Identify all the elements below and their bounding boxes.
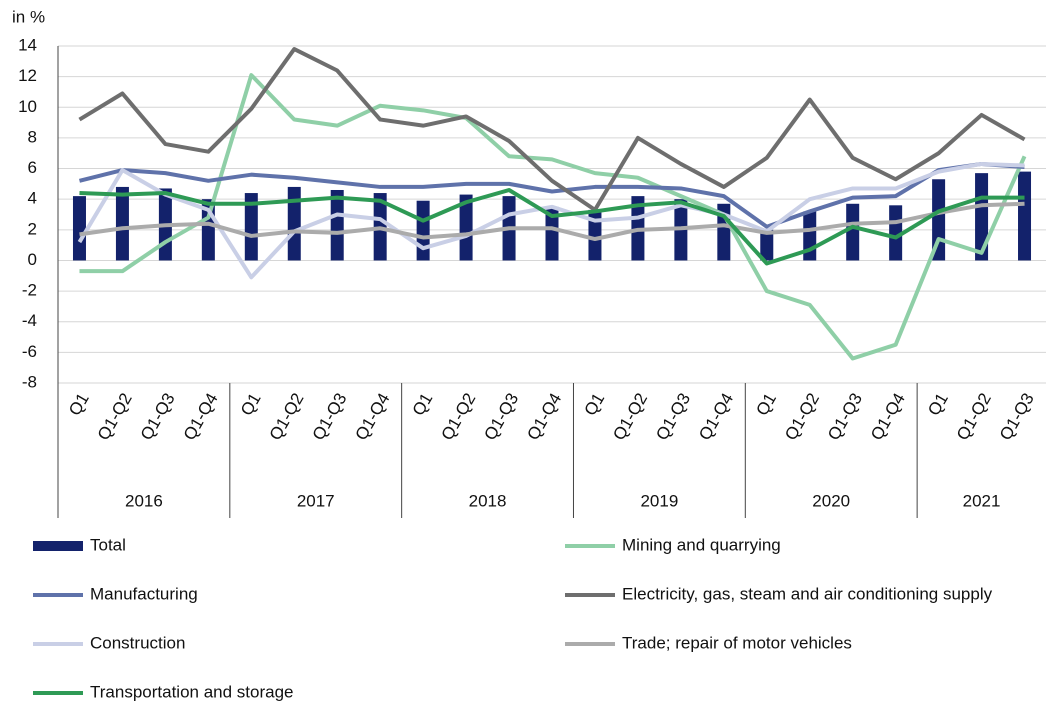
y-tick-label: -6 xyxy=(22,342,37,361)
legend-label: Mining and quarrying xyxy=(622,535,781,554)
y-tick-label: -2 xyxy=(22,281,37,300)
line xyxy=(78,161,1025,229)
x-tick-label: Q1 xyxy=(409,390,437,419)
bar xyxy=(846,203,860,261)
y-axis-label: in % xyxy=(12,7,45,26)
y-tick-label: -4 xyxy=(22,311,37,330)
x-tick-label: Q1-Q3 xyxy=(996,390,1038,444)
x-tick-label: Q1-Q3 xyxy=(824,390,866,444)
x-tick-label: Q1 xyxy=(581,390,609,419)
x-tick-label: Q1-Q4 xyxy=(180,390,222,444)
bar xyxy=(889,205,903,261)
x-tick-label: Q1-Q2 xyxy=(609,390,651,444)
y-tick-label: 8 xyxy=(28,127,37,146)
y-tick-label: 6 xyxy=(28,158,37,177)
bar xyxy=(416,200,430,261)
group-label: 2018 xyxy=(469,491,507,510)
bar xyxy=(244,193,258,261)
x-tick-label: Q1 xyxy=(924,390,952,419)
x-tick-label: Q1-Q2 xyxy=(94,390,136,444)
legend-label: Total xyxy=(90,535,126,554)
line xyxy=(78,47,1026,212)
legend-label: Manufacturing xyxy=(90,584,198,603)
y-tick-label: 10 xyxy=(18,97,37,116)
x-tick-label: Q1-Q3 xyxy=(480,390,522,444)
bar xyxy=(975,173,989,261)
bar xyxy=(287,186,301,261)
group-label: 2020 xyxy=(812,491,850,510)
bar xyxy=(1018,171,1032,261)
y-tick-label: 2 xyxy=(28,219,37,238)
legend-swatch xyxy=(33,541,83,551)
legend-label: Construction xyxy=(90,633,185,652)
x-tick-label: Q1-Q2 xyxy=(953,390,995,444)
bar xyxy=(459,194,473,261)
bar xyxy=(72,196,86,261)
line xyxy=(79,187,1025,266)
group-label: 2019 xyxy=(640,491,678,510)
x-tick-label: Q1-Q4 xyxy=(352,390,394,444)
x-tick-label: Q1-Q2 xyxy=(781,390,823,444)
bar xyxy=(588,209,602,261)
bar xyxy=(115,186,129,261)
x-tick-label: Q1-Q3 xyxy=(652,390,694,444)
legend-label: Electricity, gas, steam and air conditio… xyxy=(622,584,993,603)
line xyxy=(79,201,1025,242)
group-label: 2021 xyxy=(963,491,1001,510)
group-label: 2016 xyxy=(125,491,163,510)
group-label: 2017 xyxy=(297,491,335,510)
x-tick-label: Q1 xyxy=(752,390,780,419)
bar xyxy=(545,206,559,261)
bar xyxy=(330,189,344,261)
y-tick-label: 4 xyxy=(28,189,37,208)
x-tick-label: Q1 xyxy=(65,390,93,419)
x-tick-label: Q1-Q3 xyxy=(137,390,179,444)
legend-label: Trade; repair of motor vehicles xyxy=(622,633,852,652)
x-tick-label: Q1-Q4 xyxy=(523,390,565,444)
y-tick-label: 14 xyxy=(18,35,37,54)
line xyxy=(77,161,1025,280)
x-tick-label: Q1 xyxy=(237,390,265,419)
x-tick-label: Q1-Q2 xyxy=(266,390,308,444)
y-tick-label: 12 xyxy=(18,66,37,85)
y-tick-label: 0 xyxy=(28,250,37,269)
x-tick-label: Q1-Q3 xyxy=(309,390,351,444)
x-tick-label: Q1-Q2 xyxy=(437,390,479,444)
legend-label: Transportation and storage xyxy=(90,682,294,701)
x-tick-label: Q1-Q4 xyxy=(695,390,737,444)
bar xyxy=(760,229,774,261)
y-tick-label: -8 xyxy=(22,372,37,391)
x-tick-label: Q1-Q4 xyxy=(867,390,909,444)
